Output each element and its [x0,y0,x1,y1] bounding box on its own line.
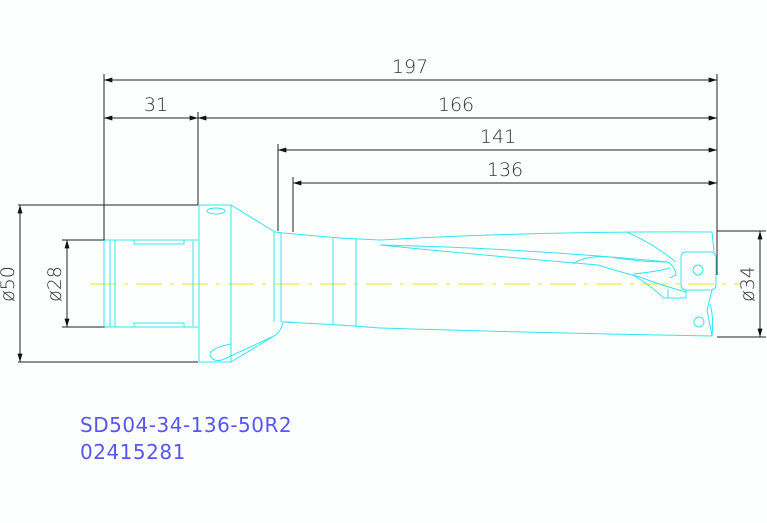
dim-drill-diameter: ø34 [737,266,759,302]
dim-flange-diameter: ø50 [0,266,19,302]
dim-drilling-depth: 136 [487,159,523,181]
dim-shank-diameter: ø28 [44,266,66,302]
part-designation: SD504-34-136-50R2 [80,413,293,437]
extension-lines [18,74,766,363]
dim-body-length: 141 [480,126,516,148]
dim-overall-length: 197 [392,56,428,78]
dim-shank-length: 31 [144,94,168,116]
dim-body-from-flange: 166 [438,94,474,116]
drill-outline [103,204,717,363]
article-number: 02415281 [80,440,186,464]
